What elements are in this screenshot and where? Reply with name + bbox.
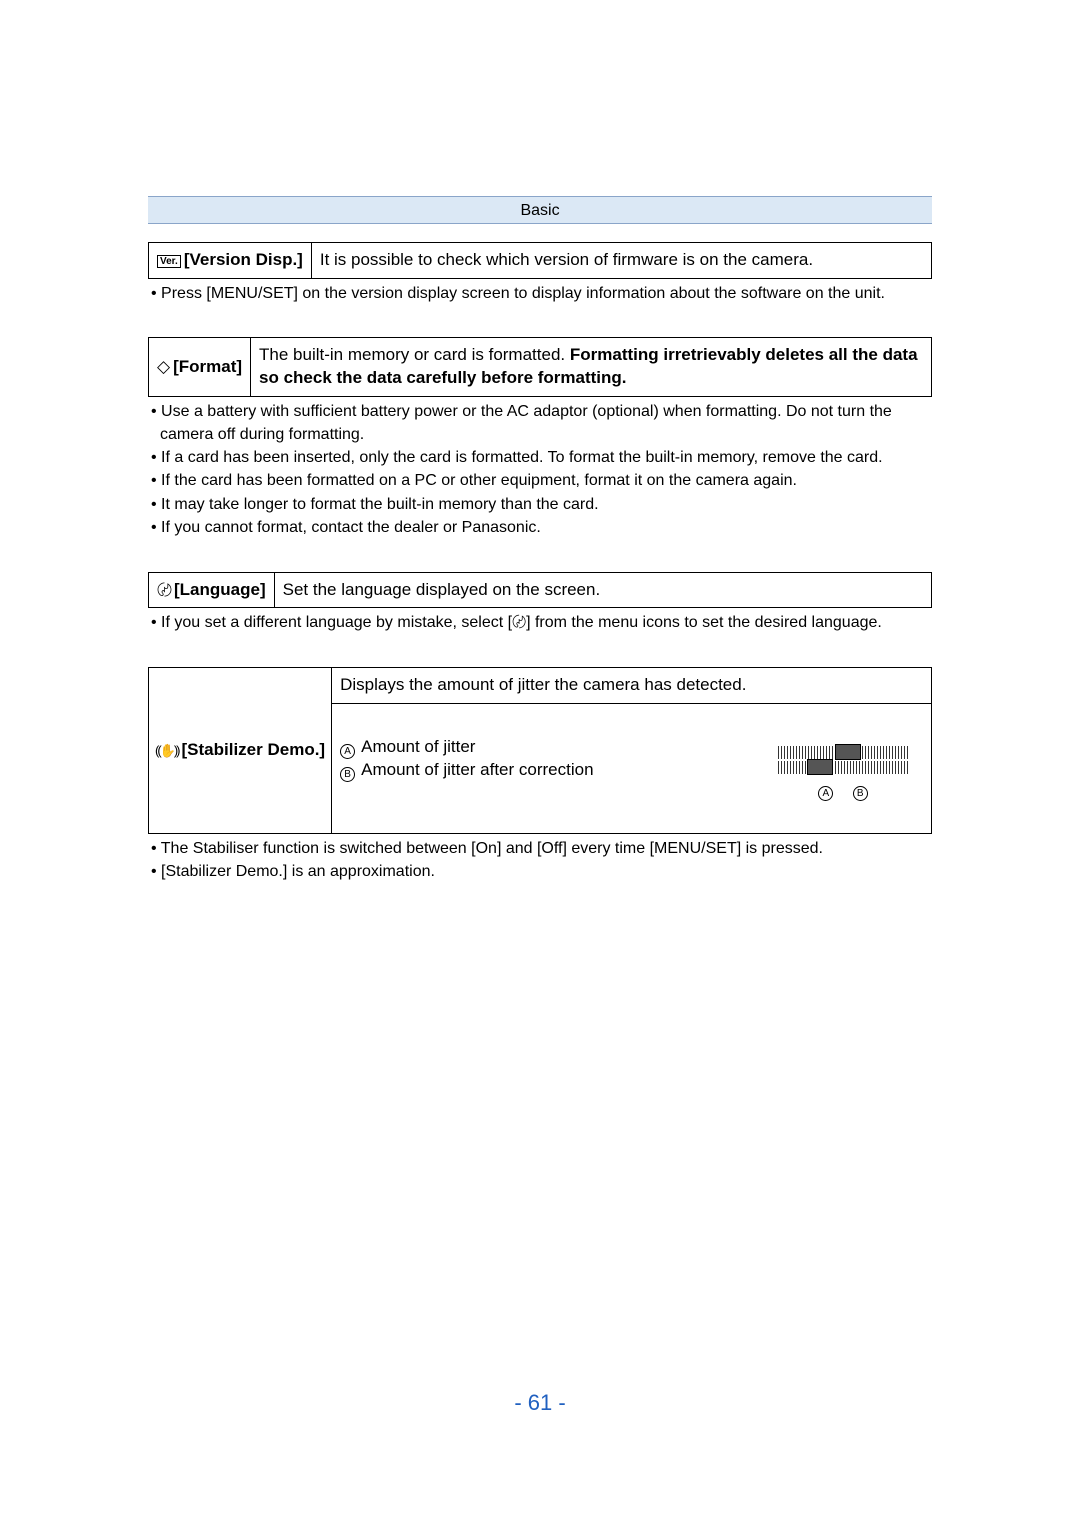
ver-icon: Ver. [157, 255, 181, 268]
demo-graphic: A B [763, 744, 923, 801]
format-label-cell: [Format] [149, 338, 251, 397]
graphic-labels: A B [763, 782, 923, 801]
bullet: If you cannot format, contact the dealer… [148, 517, 932, 539]
version-label: [Version Disp.] [184, 250, 303, 269]
lang-inline-icon: 〄 [512, 614, 526, 630]
format-table: [Format] The built-in memory or card is … [148, 337, 932, 397]
language-label: [Language] [174, 580, 266, 599]
stabilizer-label: [Stabilizer Demo.] [182, 740, 326, 759]
graphic-marker-a: A [818, 786, 833, 801]
indicator-2 [807, 759, 833, 775]
version-label-cell: Ver.[Version Disp.] [149, 243, 312, 279]
stabilizer-table: [Stabilizer Demo.] Displays the amount o… [148, 667, 932, 834]
item-b: Amount of jitter after correction [361, 760, 593, 779]
language-icon [157, 580, 174, 599]
item-a: Amount of jitter [361, 737, 475, 756]
bullet: Press [MENU/SET] on the version display … [148, 283, 932, 305]
indicator-1 [835, 744, 861, 760]
stabilizer-label-cell: [Stabilizer Demo.] [149, 667, 332, 833]
format-bullets: Use a battery with sufficient battery po… [148, 401, 932, 539]
stabilizer-icon [155, 740, 182, 759]
bullet: If the card has been formatted on a PC o… [148, 470, 932, 492]
version-bullets: Press [MENU/SET] on the version display … [148, 283, 932, 305]
bullet: [Stabilizer Demo.] is an approximation. [148, 861, 932, 883]
language-desc: Set the language displayed on the screen… [274, 572, 931, 608]
format-desc-prefix: The built-in memory or card is formatted… [259, 345, 570, 364]
version-table: Ver.[Version Disp.] It is possible to ch… [148, 242, 932, 279]
bullet: If you set a different language by mista… [148, 612, 932, 634]
bullet: The Stabiliser function is switched betw… [148, 838, 932, 860]
graphic-marker-b: B [853, 786, 868, 801]
bullet: Use a battery with sufficient battery po… [148, 401, 932, 446]
format-desc: The built-in memory or card is formatted… [251, 338, 932, 397]
section-header: Basic [148, 196, 932, 224]
jitter-bar-2 [778, 761, 908, 774]
stabilizer-bullets: The Stabiliser function is switched betw… [148, 838, 932, 884]
page-number: - 61 - [0, 1390, 1080, 1416]
lang-bullet-suffix: ] from the menu icons to set the desired… [526, 614, 882, 631]
format-icon [157, 357, 173, 376]
jitter-bar-1 [778, 746, 908, 759]
bullet: If a card has been inserted, only the ca… [148, 447, 932, 469]
lang-bullet-prefix: If you set a different language by mista… [161, 614, 512, 631]
language-label-cell: [Language] [149, 572, 275, 608]
language-table: [Language] Set the language displayed on… [148, 572, 932, 609]
bullet: It may take longer to format the built-i… [148, 494, 932, 516]
language-bullets: If you set a different language by mista… [148, 612, 932, 634]
format-label: [Format] [173, 357, 242, 376]
stabilizer-body: A Amount of jitter B Amount of jitter afte… [332, 703, 932, 833]
stabilizer-title: Displays the amount of jitter the camera… [332, 667, 932, 703]
marker-b: B [340, 767, 355, 782]
marker-a: A [340, 744, 355, 759]
version-desc: It is possible to check which version of… [311, 243, 931, 279]
